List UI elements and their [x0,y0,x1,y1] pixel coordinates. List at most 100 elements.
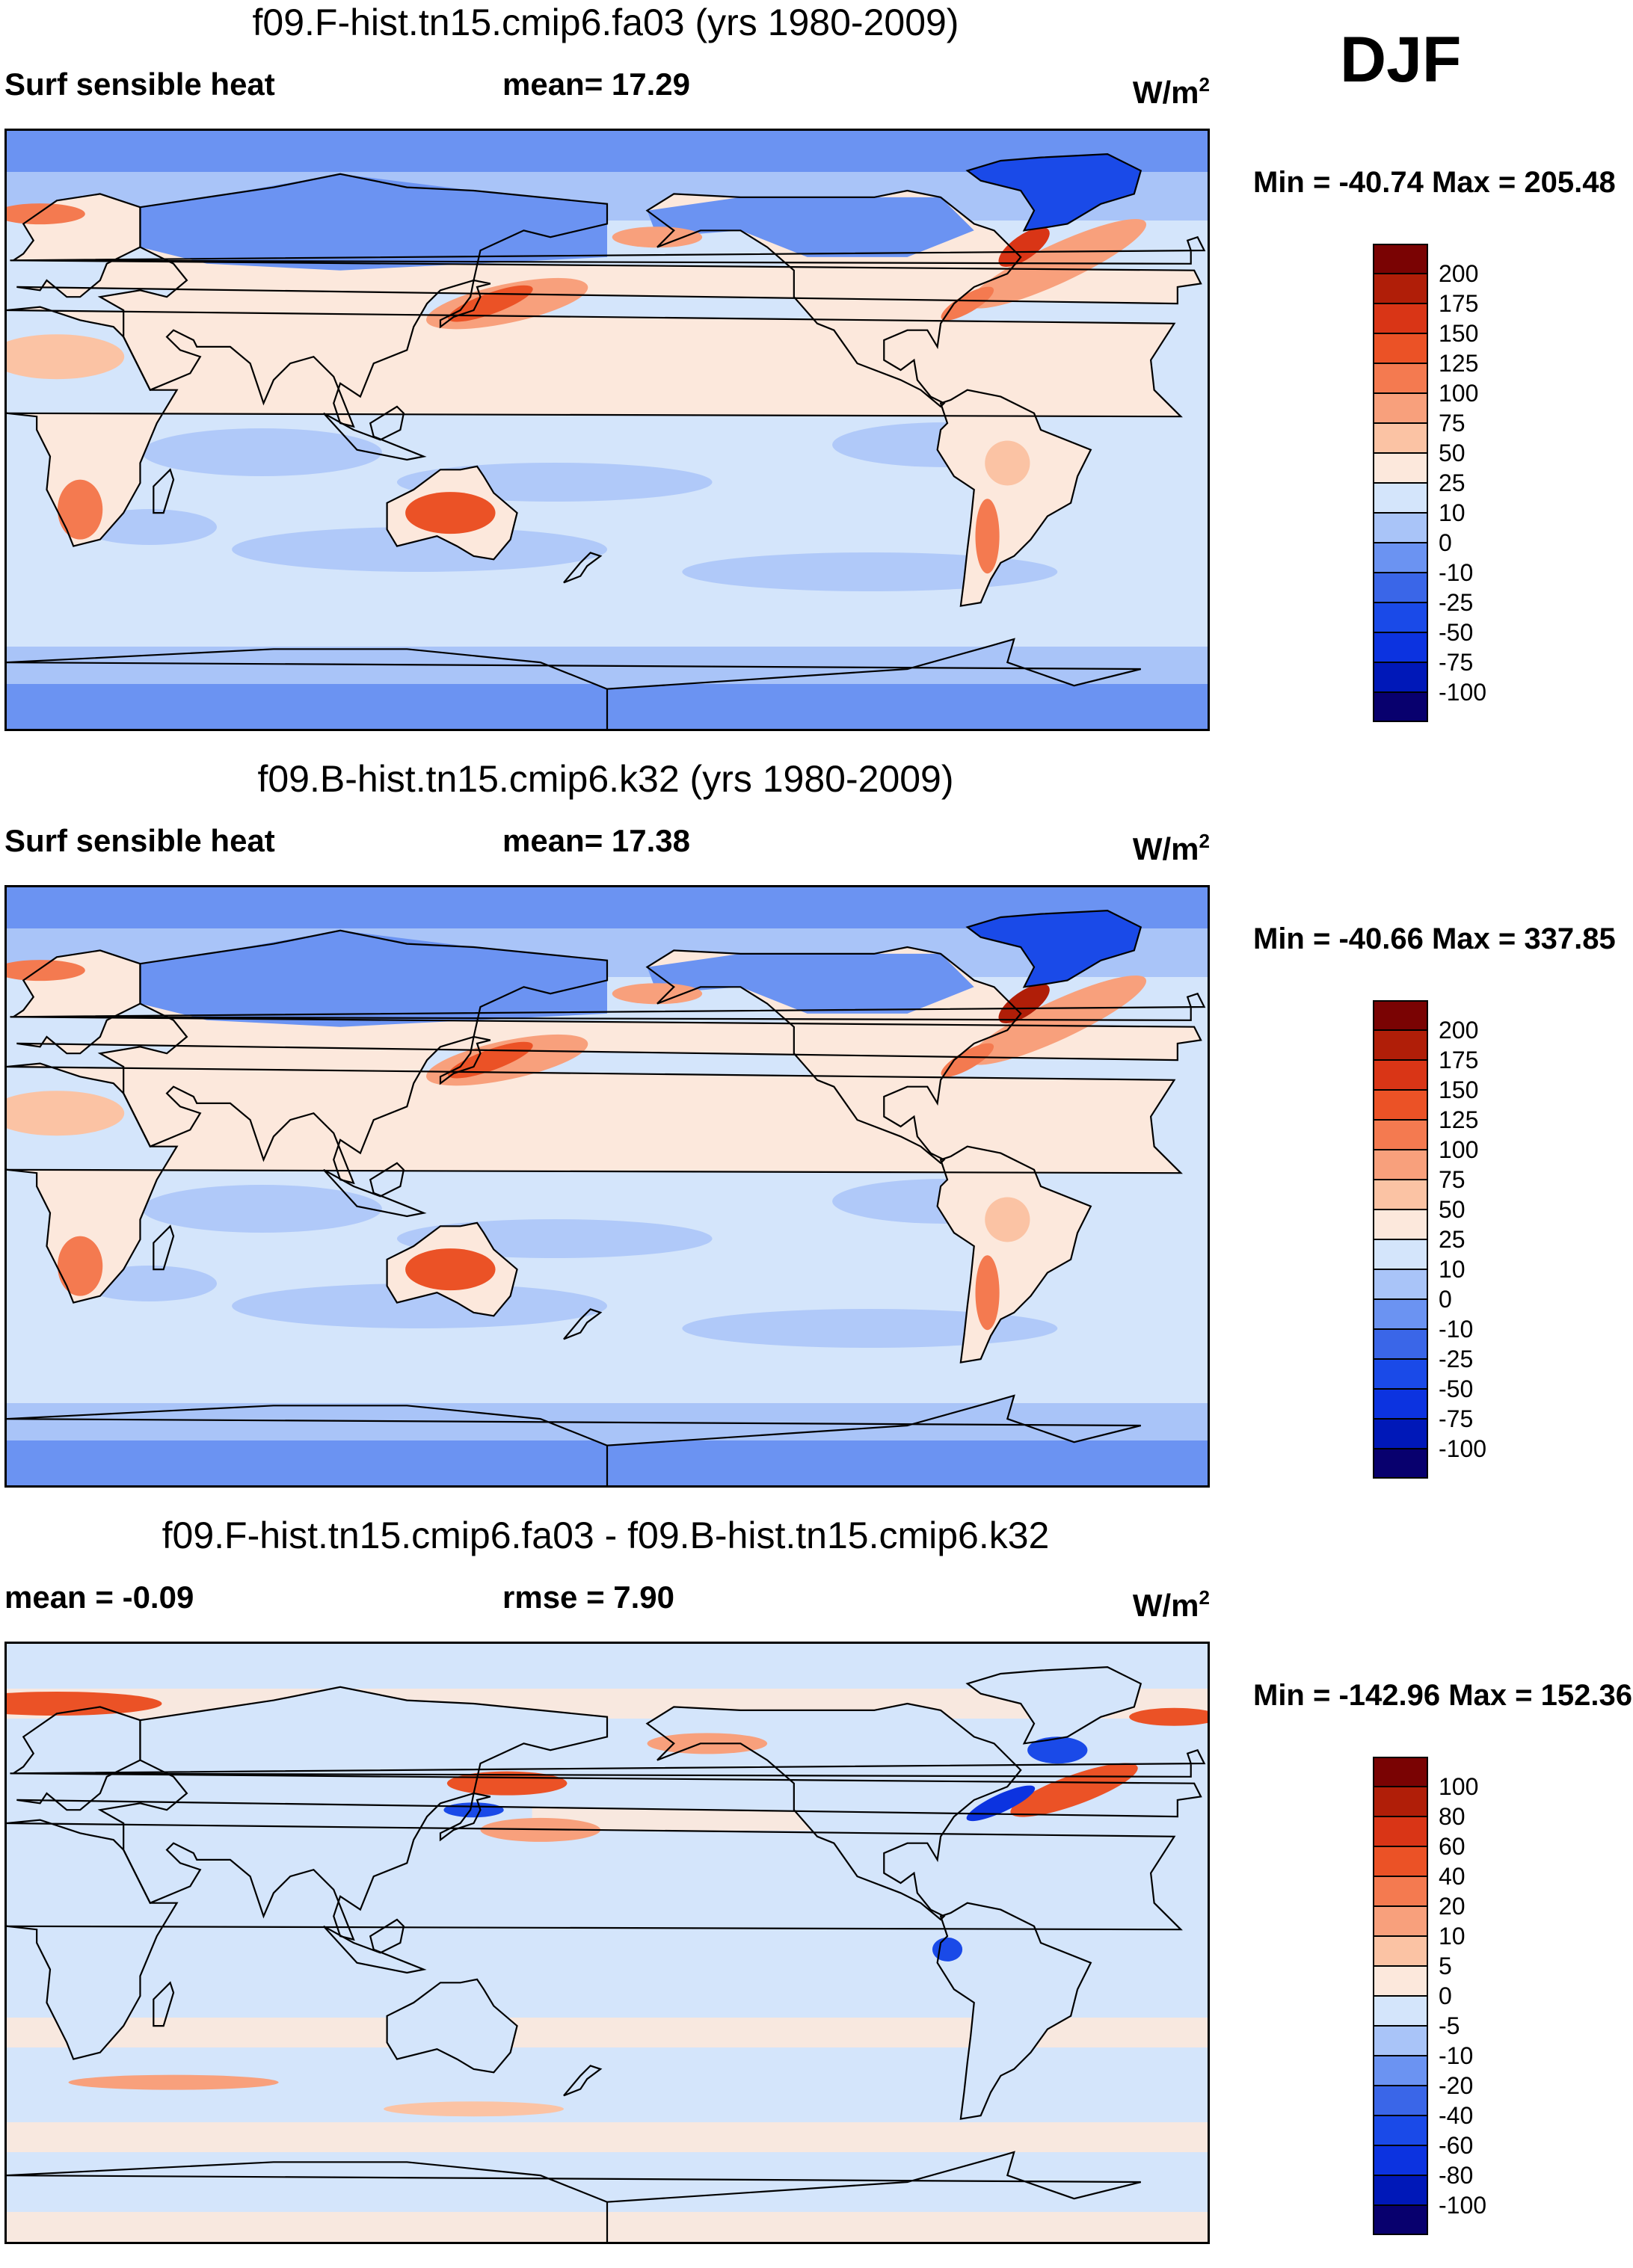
colorbar-swatch [1373,543,1428,573]
units-base: W/m [1132,831,1199,866]
units-base: W/m [1132,1588,1199,1623]
colorbar-swatch [1373,1996,1428,2026]
map-frame [4,129,1210,731]
colorbar-swatch [1373,2056,1428,2086]
colorbar-swatch [1373,333,1428,363]
colorbar-tick-label: 150 [1439,1076,1479,1103]
colorbar-swatch [1373,1210,1428,1239]
mean-label: mean= 17.38 [502,823,691,858]
units-label: W/m2 [1133,64,1210,113]
colorbar-swatch [1373,1816,1428,1846]
colorbar-swatch [1373,1449,1428,1479]
units-base: W/m [1132,75,1199,110]
colorbar-swatch [1373,1389,1428,1419]
colorbar-swatch [1373,603,1428,632]
colorbar-swatch [1373,483,1428,513]
colorbar-swatch [1373,2026,1428,2056]
colorbar-tick-label: 175 [1439,1047,1479,1073]
min-max-label: Min = -40.66 Max = 337.85 [1253,922,1616,955]
colorbar-tick-label: 25 [1439,469,1466,496]
colorbar-tick-label: 200 [1439,260,1479,287]
colorbar-swatch [1373,1090,1428,1120]
colorbar-swatch [1373,1329,1428,1359]
colorbar-swatch [1373,1787,1428,1816]
panel-control: f09.F-hist.tn15.cmip6.fa03 (yrs 1980-200… [0,0,1633,755]
panel-difference: f09.F-hist.tn15.cmip6.fa03 - f09.B-hist.… [0,1513,1633,2268]
colorbar-tick-label: -80 [1439,2162,1474,2189]
units-label: W/m2 [1133,1577,1210,1626]
colorbar-tick-label: 25 [1439,1226,1466,1253]
colorbar-tick-label: 75 [1439,410,1466,437]
colorbar-swatch [1373,1906,1428,1936]
colorbar-tick-label: 125 [1439,350,1479,377]
world-map [7,131,1208,729]
colorbar-swatch [1373,2086,1428,2116]
map-frame [4,885,1210,1488]
colorbar-tick-label: -25 [1439,1346,1474,1372]
colorbar-swatch [1373,2116,1428,2145]
colorbar-tick-label: -40 [1439,2102,1474,2129]
colorbar-swatch [1373,1030,1428,1060]
colorbar-swatch [1373,573,1428,603]
variable-label: Surf sensible heat [4,823,275,858]
colorbar-tick-label: -50 [1439,619,1474,646]
colorbar-swatch [1373,1419,1428,1449]
min-max-label: Min = -40.74 Max = 205.48 [1253,166,1616,199]
colorbar-swatch [1373,2205,1428,2235]
units-sup: 2 [1199,73,1210,96]
panel-test: f09.B-hist.tn15.cmip6.k32 (yrs 1980-2009… [0,756,1633,1512]
colorbar-tick-label: 0 [1439,529,1452,556]
colorbar-tick-label: 100 [1439,1773,1479,1800]
colorbar-swatch [1373,453,1428,483]
colorbar-tick-label: -20 [1439,2072,1474,2099]
variable-label: Surf sensible heat [4,67,275,102]
world-map [7,887,1208,1485]
colorbar-swatch [1373,1120,1428,1150]
units-label: W/m2 [1133,821,1210,869]
colorbar-swatch [1373,692,1428,722]
colorbar-swatch [1373,2145,1428,2175]
colorbar-tick-label: 5 [1439,1953,1452,1979]
units-sup: 2 [1199,1586,1210,1609]
colorbar-tick-label: -50 [1439,1375,1474,1402]
colorbar-tick-label: 100 [1439,380,1479,407]
colorbar-swatch [1373,1846,1428,1876]
colorbar-swatch [1373,1966,1428,1996]
colorbar-tick-label: -10 [1439,2042,1474,2069]
panel-title: f09.F-hist.tn15.cmip6.fa03 (yrs 1980-200… [252,1,959,43]
colorbar-swatch [1373,1239,1428,1269]
colorbar-tick-label: 150 [1439,320,1479,347]
colorbar-tick-label: -10 [1439,1316,1474,1343]
colorbar-tick-label: 50 [1439,440,1466,466]
colorbar-swatch [1373,1150,1428,1180]
colorbar-tick-label: -25 [1439,589,1474,616]
panel-title: f09.F-hist.tn15.cmip6.fa03 - f09.B-hist.… [162,1514,1050,1556]
colorbar-swatch [1373,1000,1428,1030]
colorbar [1373,1000,1428,1479]
colorbar-tick-label: -75 [1439,649,1474,676]
colorbar-tick-label: 125 [1439,1106,1479,1133]
panel-title: f09.B-hist.tn15.cmip6.k32 (yrs 1980-2009… [257,758,954,800]
mean-label: mean = -0.09 [4,1580,194,1615]
colorbar-swatch [1373,632,1428,662]
colorbar-swatch [1373,393,1428,423]
world-map [7,1644,1208,2242]
colorbar-tick-label: -100 [1439,1435,1487,1462]
colorbar-tick-label: -100 [1439,2192,1487,2219]
colorbar-tick-label: 40 [1439,1863,1466,1890]
colorbar-tick-label: 60 [1439,1833,1466,1860]
colorbar-tick-label: 10 [1439,499,1466,526]
colorbar-swatch [1373,1180,1428,1210]
colorbar-swatch [1373,303,1428,333]
colorbar-tick-label: 75 [1439,1166,1466,1193]
colorbar-swatch [1373,1060,1428,1090]
colorbar-tick-label: 100 [1439,1136,1479,1163]
colorbar-tick-label: -100 [1439,679,1487,706]
colorbar-tick-label: 10 [1439,1256,1466,1283]
colorbar-swatch [1373,513,1428,543]
colorbar-swatch [1373,1299,1428,1329]
colorbar-tick-label: 50 [1439,1196,1466,1223]
colorbar-tick-label: 20 [1439,1893,1466,1920]
colorbar-tick-label: 80 [1439,1803,1466,1830]
colorbar-tick-label: 175 [1439,290,1479,317]
